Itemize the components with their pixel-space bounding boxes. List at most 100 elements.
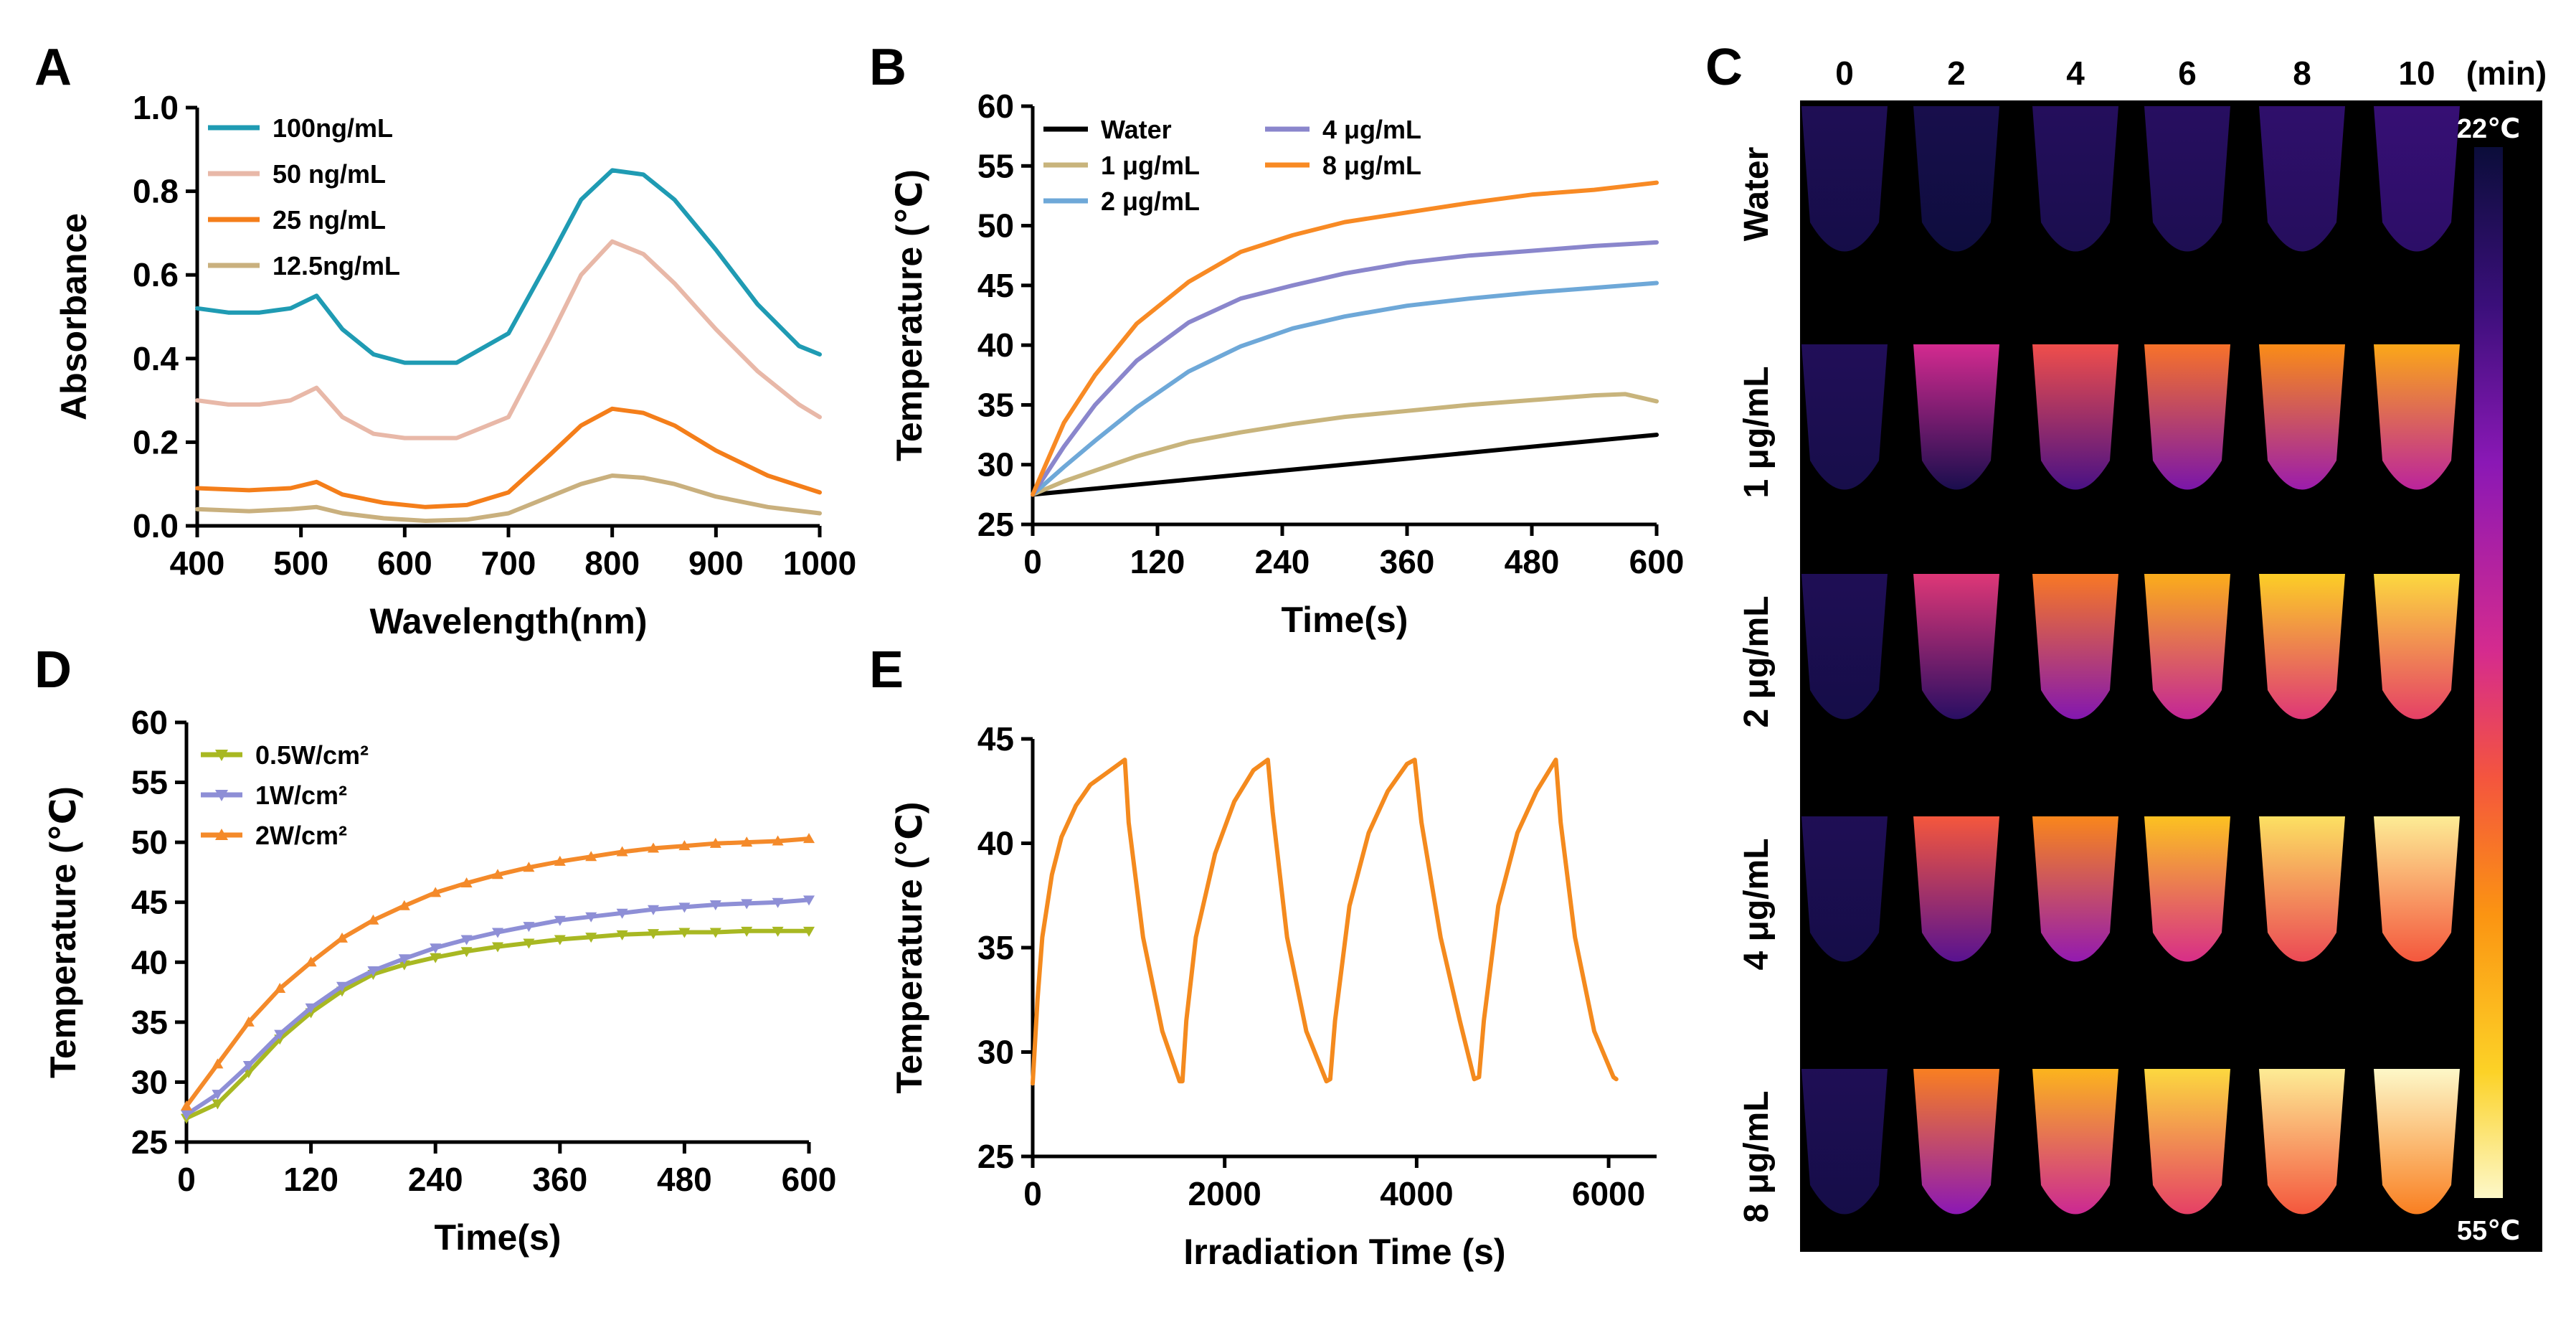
thermal-tube-r0-c3 bbox=[2144, 106, 2230, 252]
chart-d-point-2w-cm bbox=[430, 887, 442, 897]
chart-a-y-tick-label: 0.8 bbox=[133, 173, 179, 210]
chart-b-legend-label: Water bbox=[1101, 115, 1172, 144]
chart-d-x-tick-label: 120 bbox=[283, 1161, 338, 1198]
thermal-tube-r1-c1 bbox=[1913, 344, 1999, 490]
chart-e-y-tick-label: 35 bbox=[977, 929, 1014, 966]
colorbar-max-label: 22℃ bbox=[2457, 114, 2520, 144]
chart-a-y-tick-label: 0.4 bbox=[133, 340, 179, 377]
chart-d-point-0-5w-cm bbox=[616, 930, 628, 940]
chart-d-legend-label: 0.5W/cm² bbox=[255, 740, 369, 770]
chart-e-y-tick-label: 45 bbox=[977, 720, 1014, 758]
chart-d-point-1w-cm bbox=[554, 915, 566, 926]
thermal-tube-r4-c2 bbox=[2032, 1069, 2118, 1215]
thermal-time-label: 0 bbox=[1835, 55, 1854, 92]
chart-d-y-tick-label: 50 bbox=[131, 824, 168, 861]
chart-d-legend-marker bbox=[215, 750, 228, 761]
chart-d-y-tick-label: 40 bbox=[131, 943, 168, 981]
chart-d-legend-marker bbox=[215, 790, 228, 801]
chart-b-x-tick-label: 600 bbox=[1629, 543, 1685, 580]
thermal-tube-r3-c0 bbox=[1801, 816, 1888, 962]
chart-b-series-1-g-ml bbox=[1031, 392, 1659, 497]
chart-d-point-1w-cm bbox=[430, 943, 442, 954]
chart-b-y-tick-label: 35 bbox=[977, 386, 1014, 423]
chart-b-legend-label: 1 μg/mL bbox=[1101, 151, 1200, 180]
chart-d-point-2w-cm bbox=[181, 1100, 192, 1111]
thermal-time-unit: (min) bbox=[2466, 55, 2547, 92]
chart-d-point-2w-cm bbox=[709, 837, 721, 848]
chart-d-point-0-5w-cm bbox=[803, 926, 815, 937]
thermal-tube-r0-c5 bbox=[2374, 106, 2460, 252]
temperature-colorbar bbox=[2474, 147, 2503, 1198]
chart-e-y-tick-label: 40 bbox=[977, 825, 1014, 862]
chart-d-x-tick-label: 360 bbox=[532, 1161, 587, 1198]
chart-e-y-tick-label: 25 bbox=[977, 1138, 1014, 1175]
chart-a-series-25-ng-ml bbox=[195, 406, 822, 509]
chart-d-point-2w-cm bbox=[803, 833, 815, 844]
chart-d-point-2w-cm bbox=[367, 914, 379, 925]
chart-b-series-8-g-ml bbox=[1031, 180, 1659, 497]
thermal-row-label: Water bbox=[1738, 147, 1776, 242]
thermal-tube-r4-c3 bbox=[2144, 1069, 2230, 1215]
chart-d-point-1w-cm bbox=[709, 900, 721, 911]
chart-b-y-tick-label: 30 bbox=[977, 446, 1014, 484]
chart-d-x-tick-label: 600 bbox=[782, 1161, 837, 1198]
chart-a-series-50-ng-ml bbox=[195, 239, 822, 440]
chart-d-point-2w-cm bbox=[678, 840, 691, 851]
chart-d-point-0-5w-cm bbox=[398, 960, 410, 971]
chart-d-point-1w-cm bbox=[492, 928, 503, 938]
colorbar-min-label: 55℃ bbox=[2457, 1216, 2520, 1246]
thermal-tube-r1-c4 bbox=[2259, 344, 2345, 490]
thermal-tube-r1-c3 bbox=[2144, 344, 2230, 490]
thermal-row-label: 2 μg/mL bbox=[1738, 595, 1776, 727]
chart-a-legend-label: 100ng/mL bbox=[273, 113, 393, 143]
chart-a-x-tick-label: 1000 bbox=[783, 544, 856, 582]
chart-a-series-100ng-ml bbox=[195, 168, 822, 365]
thermal-tube-r0-c0 bbox=[1801, 106, 1888, 252]
chart-d-point-2w-cm bbox=[398, 900, 410, 910]
chart-a-x-tick-label: 900 bbox=[688, 544, 744, 582]
thermal-tube-r3-c4 bbox=[2259, 816, 2345, 962]
chart-d-point-1w-cm bbox=[803, 895, 815, 906]
chart-a-legend-label: 50 ng/mL bbox=[273, 159, 386, 189]
chart-b-series-2-g-ml bbox=[1031, 280, 1659, 497]
chart-d-point-2w-cm bbox=[585, 851, 597, 862]
chart-d-point-1w-cm bbox=[648, 905, 659, 915]
thermal-tube-r3-c2 bbox=[2032, 816, 2118, 962]
chart-d-point-0-5w-cm bbox=[430, 953, 442, 963]
chart-d-point-1w-cm bbox=[242, 1061, 255, 1072]
chart-b-x-axis-label: Time(s) bbox=[1282, 600, 1408, 640]
chart-a-x-axis-label: Wavelength(nm) bbox=[369, 601, 647, 641]
chart-d-point-2w-cm bbox=[648, 842, 659, 853]
chart-d-point-0-5w-cm bbox=[492, 942, 503, 953]
chart-d-point-2w-cm bbox=[305, 956, 317, 967]
thermal-tube-r2-c3 bbox=[2144, 574, 2230, 720]
thermal-tube-r4-c1 bbox=[1913, 1069, 1999, 1215]
chart-b-series-4-g-ml bbox=[1031, 240, 1659, 497]
thermal-tube-r2-c2 bbox=[2032, 574, 2118, 720]
thermal-image-grid bbox=[1801, 106, 2460, 1215]
chart-d-point-1w-cm bbox=[741, 899, 753, 910]
chart-a-x-tick-label: 500 bbox=[273, 544, 328, 582]
chart-e-photothermal-cycles: 0 2000 4000 6000 25 30 35 40 45 Irradiation Time … bbox=[889, 720, 1657, 1272]
thermal-row-labels: Water 1 μg/mL 2 μg/mL 4 μg/mL 8 μg/mL bbox=[1738, 147, 1776, 1223]
chart-a-y-tick-label: 0.6 bbox=[133, 256, 179, 293]
thermal-time-label: 4 bbox=[2066, 55, 2085, 92]
chart-e-series-cycles bbox=[1031, 758, 1619, 1086]
panel-letter-d: D bbox=[34, 641, 72, 699]
chart-d-point-0-5w-cm bbox=[212, 1099, 224, 1110]
chart-d-y-axis-label: Temperature (℃) bbox=[43, 786, 83, 1078]
chart-d-point-0-5w-cm bbox=[709, 928, 721, 938]
chart-d-y-tick-label: 45 bbox=[131, 884, 168, 921]
panel-letter-e: E bbox=[869, 641, 904, 699]
chart-e-x-tick-label: 0 bbox=[1023, 1175, 1042, 1212]
chart-a-y-tick-label: 0.0 bbox=[133, 507, 179, 544]
chart-b-y-tick-label: 45 bbox=[977, 267, 1014, 304]
thermal-tube-r3-c3 bbox=[2144, 816, 2230, 962]
chart-d-point-0-5w-cm bbox=[741, 926, 753, 937]
chart-a-absorbance: 400 500 600 700 800 900 1000 0.0 0.2 0.4 0.6 0.8 1.0… bbox=[54, 89, 856, 641]
chart-d-point-1w-cm bbox=[523, 922, 535, 933]
thermal-row-label: 8 μg/mL bbox=[1738, 1090, 1776, 1222]
chart-d-y-tick-label: 25 bbox=[131, 1123, 168, 1161]
thermal-tube-r3-c5 bbox=[2374, 816, 2460, 962]
chart-d-point-2w-cm bbox=[741, 836, 753, 847]
